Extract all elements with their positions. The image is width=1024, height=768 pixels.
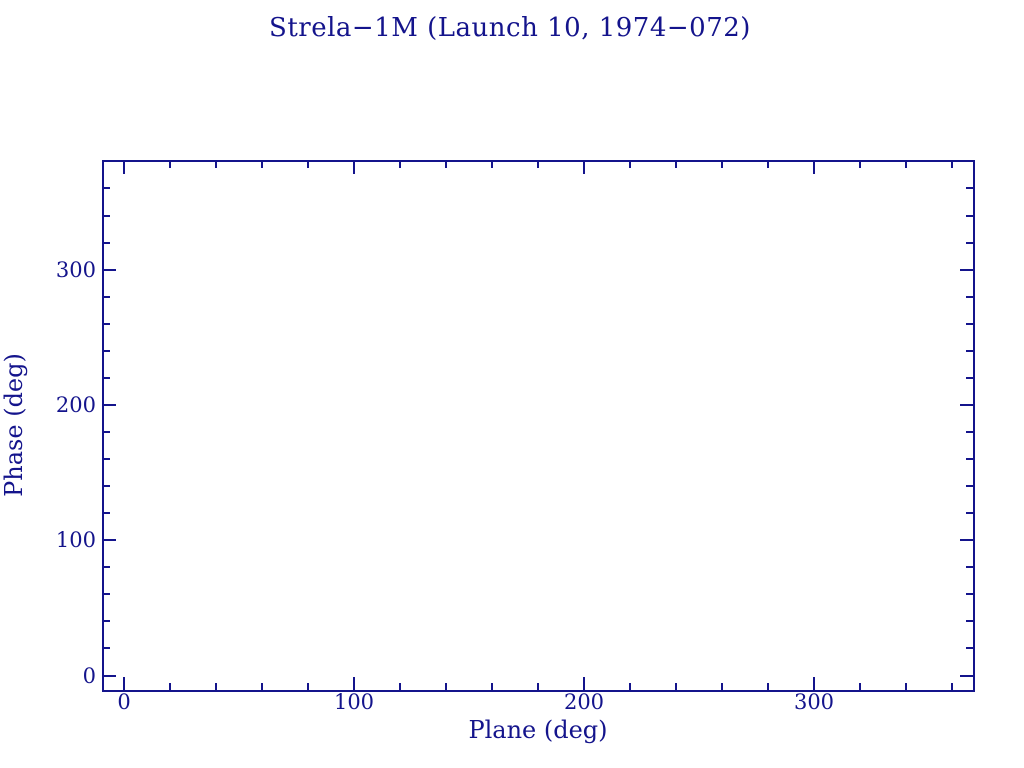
x-minor-tick-top <box>445 161 447 168</box>
y-minor-tick-right <box>966 296 973 298</box>
y-minor-tick-left <box>103 593 110 595</box>
chart-title: Strela−1M (Launch 10, 1974−072) <box>269 13 751 43</box>
x-minor-tick-top <box>905 161 907 168</box>
x-minor-tick-bottom <box>629 683 631 690</box>
x-minor-tick-top <box>721 161 723 168</box>
x-minor-tick-top <box>169 161 171 168</box>
y-minor-tick-left <box>103 296 110 298</box>
x-minor-tick-bottom <box>721 683 723 690</box>
y-minor-tick-left <box>103 458 110 460</box>
x-major-tick-top <box>123 161 125 174</box>
x-tick-label-100: 100 <box>333 690 375 714</box>
x-minor-tick-bottom <box>767 683 769 690</box>
x-minor-tick-top <box>215 161 217 168</box>
y-minor-tick-right <box>966 350 973 352</box>
y-minor-tick-right <box>966 458 973 460</box>
y-minor-tick-right <box>966 377 973 379</box>
y-major-tick-left <box>103 404 116 406</box>
y-minor-tick-right <box>966 431 973 433</box>
y-major-tick-right <box>960 675 973 677</box>
x-minor-tick-bottom <box>491 683 493 690</box>
x-minor-tick-top <box>859 161 861 168</box>
y-minor-tick-left <box>103 377 110 379</box>
y-minor-tick-left <box>103 323 110 325</box>
y-minor-tick-left <box>103 620 110 622</box>
x-minor-tick-top <box>537 161 539 168</box>
y-minor-tick-left <box>103 242 110 244</box>
x-minor-tick-bottom <box>675 683 677 690</box>
x-minor-tick-top <box>767 161 769 168</box>
y-minor-tick-left <box>103 647 110 649</box>
x-minor-tick-top <box>307 161 309 168</box>
x-axis-title: Plane (deg) <box>468 716 608 744</box>
y-major-tick-left <box>103 539 116 541</box>
x-minor-tick-top <box>629 161 631 168</box>
x-minor-tick-bottom <box>307 683 309 690</box>
y-minor-tick-right <box>966 323 973 325</box>
y-minor-tick-right <box>966 593 973 595</box>
y-minor-tick-left <box>103 431 110 433</box>
y-minor-tick-right <box>966 512 973 514</box>
x-minor-tick-bottom <box>169 683 171 690</box>
plot-frame <box>102 160 975 692</box>
x-minor-tick-top <box>951 161 953 168</box>
x-major-tick-bottom <box>123 677 125 690</box>
y-minor-tick-left <box>103 566 110 568</box>
x-minor-tick-bottom <box>859 683 861 690</box>
y-tick-label-0: 0 <box>82 664 96 688</box>
x-major-tick-top <box>353 161 355 174</box>
y-minor-tick-right <box>966 215 973 217</box>
x-minor-tick-bottom <box>261 683 263 690</box>
x-minor-tick-bottom <box>215 683 217 690</box>
x-minor-tick-bottom <box>399 683 401 690</box>
y-minor-tick-right <box>966 242 973 244</box>
y-major-tick-left <box>103 269 116 271</box>
y-tick-label-200: 200 <box>55 393 96 417</box>
y-major-tick-right <box>960 269 973 271</box>
x-tick-label-300: 300 <box>793 690 835 714</box>
y-minor-tick-left <box>103 187 110 189</box>
x-major-tick-top <box>813 161 815 174</box>
x-minor-tick-bottom <box>905 683 907 690</box>
x-minor-tick-top <box>491 161 493 168</box>
y-minor-tick-left <box>103 215 110 217</box>
x-minor-tick-bottom <box>951 683 953 690</box>
x-minor-tick-top <box>399 161 401 168</box>
y-minor-tick-right <box>966 485 973 487</box>
x-minor-tick-bottom <box>445 683 447 690</box>
y-minor-tick-right <box>966 620 973 622</box>
x-tick-label-200: 200 <box>563 690 605 714</box>
x-tick-label-0: 0 <box>117 690 131 714</box>
y-minor-tick-left <box>103 350 110 352</box>
x-minor-tick-bottom <box>537 683 539 690</box>
x-major-tick-top <box>583 161 585 174</box>
x-major-tick-bottom <box>583 677 585 690</box>
y-tick-label-100: 100 <box>55 528 96 552</box>
y-minor-tick-right <box>966 566 973 568</box>
y-axis-title: Phase (deg) <box>0 353 28 497</box>
x-major-tick-bottom <box>813 677 815 690</box>
x-minor-tick-top <box>675 161 677 168</box>
x-major-tick-bottom <box>353 677 355 690</box>
y-major-tick-right <box>960 539 973 541</box>
x-minor-tick-top <box>261 161 263 168</box>
y-minor-tick-right <box>966 647 973 649</box>
y-tick-label-300: 300 <box>55 258 96 282</box>
y-minor-tick-left <box>103 512 110 514</box>
y-minor-tick-right <box>966 187 973 189</box>
y-major-tick-left <box>103 675 116 677</box>
y-minor-tick-left <box>103 485 110 487</box>
y-major-tick-right <box>960 404 973 406</box>
